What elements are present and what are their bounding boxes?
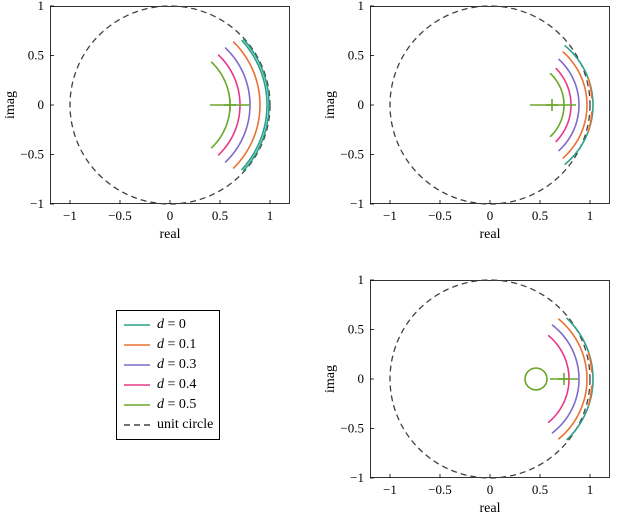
legend-sample-icon [123,319,151,331]
xtick-label: 0 [487,482,494,497]
ytick-label: 1 [358,272,365,287]
legend-row: unit circle [123,415,213,435]
legend-label: d = 0.3 [157,357,196,373]
xlabel: real [480,227,501,242]
chart-panel-bottom_right: −1−0.500.51−1−0.500.51realimag [370,280,610,478]
ytick-label: 0 [358,97,365,112]
xtick-label: 1 [587,208,594,223]
legend-label: unit circle [157,417,213,433]
legend-row: d = 0.4 [123,375,213,395]
legend-row: d = 0.5 [123,395,213,415]
ytick-label: 0.5 [348,48,364,63]
legend-label: d = 0.1 [157,337,196,353]
ylabel: imag [323,91,338,119]
ytick-label: 0 [358,371,365,386]
ytick-label: 0.5 [348,322,364,337]
ytick-label: 1 [358,0,365,13]
chart-svg-top_right: −1−0.500.51−1−0.500.51realimag [370,6,610,204]
legend-label: d = 0 [157,317,186,333]
plot-frame [51,7,290,204]
xtick-label: 0 [167,208,174,223]
ytick-label: −0.5 [340,421,364,436]
ylabel: imag [323,365,338,393]
series-circle [525,368,547,390]
ytick-label: −1 [350,470,364,485]
chart-svg-bottom_right: −1−0.500.51−1−0.500.51realimag [370,280,610,478]
legend-sample-icon [123,379,151,391]
chart-panel-top_left: −1−0.500.51−1−0.500.51realimag [50,6,290,204]
legend-row: d = 0.3 [123,355,213,375]
xtick-label: −0.5 [428,482,452,497]
legend-label: d = 0.5 [157,397,196,413]
xtick-label: 0.5 [212,208,228,223]
xtick-label: 0.5 [532,482,548,497]
xtick-label: −1 [63,208,77,223]
legend: d = 0 d = 0.1 d = 0.3 d = 0.4 d = 0.5 unit ci… [116,310,220,440]
xtick-label: −1 [383,482,397,497]
legend-sample-icon [123,339,151,351]
legend-row: d = 0.1 [123,335,213,355]
xtick-label: 1 [587,482,594,497]
legend-label: d = 0.4 [157,377,196,393]
ytick-label: −0.5 [20,147,44,162]
chart-panel-top_right: −1−0.500.51−1−0.500.51realimag [370,6,610,204]
xtick-label: −0.5 [108,208,132,223]
xtick-label: −0.5 [428,208,452,223]
chart-svg-top_left: −1−0.500.51−1−0.500.51realimag [50,6,290,204]
ytick-label: 1 [38,0,45,13]
xtick-label: 1 [267,208,274,223]
xlabel: real [160,227,181,242]
figure-stage: −1−0.500.51−1−0.500.51realimag−1−0.500.5… [0,0,640,524]
ylabel: imag [3,91,18,119]
ytick-label: −1 [350,196,364,211]
ytick-label: 0 [38,97,45,112]
xlabel: real [480,501,501,516]
legend-row: d = 0 [123,315,213,335]
legend-sample-icon [123,399,151,411]
legend-sample-icon [123,419,151,431]
legend-sample-icon [123,359,151,371]
xtick-label: 0 [487,208,494,223]
xtick-label: 0.5 [532,208,548,223]
ytick-label: −1 [30,196,44,211]
ytick-label: −0.5 [340,147,364,162]
xtick-label: −1 [383,208,397,223]
ytick-label: 0.5 [28,48,44,63]
